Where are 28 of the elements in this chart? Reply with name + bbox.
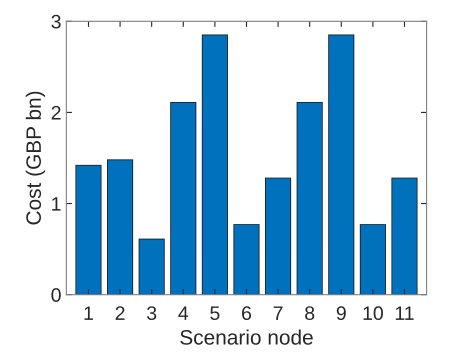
bar (360, 224, 386, 295)
bar (296, 102, 323, 295)
x-tick-label: 9 (336, 306, 346, 320)
bar (391, 178, 418, 295)
bar (170, 102, 196, 295)
x-tick-label: 4 (178, 306, 188, 320)
bar (202, 34, 228, 295)
x-tick-label: 6 (242, 306, 252, 320)
x-tick-label: 8 (305, 306, 314, 320)
bar (233, 224, 260, 295)
y-tick-label: 1 (52, 197, 61, 211)
y-tick-label: 2 (52, 106, 61, 120)
bar (75, 164, 102, 295)
bar (328, 34, 354, 295)
x-tick-label: 7 (274, 306, 283, 320)
x-tick-label: 5 (210, 306, 220, 320)
x-axis-title: Scenario node (180, 329, 313, 345)
bar (107, 159, 134, 295)
y-axis-title: Cost (GBP bn) (26, 92, 46, 224)
bar (265, 178, 292, 295)
y-tick-label: 0 (51, 288, 61, 302)
x-tick-label: 2 (116, 306, 125, 320)
x-tick-label: 10 (364, 306, 383, 320)
x-tick-label: 11 (396, 306, 414, 320)
bar (138, 238, 165, 295)
x-tick-label: 3 (147, 306, 156, 320)
y-tick-label: 3 (51, 14, 61, 29)
x-tick-label: 1 (84, 306, 93, 320)
